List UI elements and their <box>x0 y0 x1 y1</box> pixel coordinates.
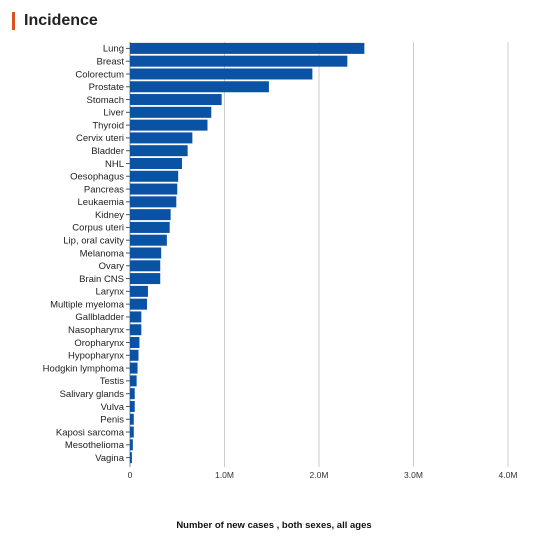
category-label: Ovary <box>99 261 125 272</box>
x-axis-label: Number of new cases , both sexes, all ag… <box>176 520 372 531</box>
bar[interactable] <box>130 426 134 438</box>
section-header: Incidence <box>12 10 98 32</box>
bar[interactable] <box>130 170 179 182</box>
bar[interactable] <box>130 55 348 67</box>
bar[interactable] <box>130 311 142 323</box>
category-label: Penis <box>100 415 124 426</box>
category-label: Hodgkin lymphoma <box>43 363 125 374</box>
x-tick-label: 0 <box>128 470 133 480</box>
category-label: Vulva <box>101 402 125 413</box>
category-label: Brain CNS <box>79 274 124 285</box>
category-label: Kidney <box>95 210 124 221</box>
category-label: Prostate <box>89 82 124 93</box>
bar[interactable] <box>130 221 170 233</box>
category-label: Leukaemia <box>78 197 125 208</box>
chart-gridlines <box>129 42 509 467</box>
bar[interactable] <box>130 94 222 106</box>
bar[interactable] <box>130 337 140 349</box>
title-accent-bar <box>12 12 15 30</box>
bar[interactable] <box>130 388 135 400</box>
category-label: Liver <box>103 108 124 119</box>
bar[interactable] <box>130 298 148 310</box>
category-label: Oropharynx <box>74 338 124 349</box>
category-label: Lung <box>103 44 124 55</box>
category-label: Mesothelioma <box>65 440 125 451</box>
x-tick-label: 4.0M <box>499 470 518 480</box>
bar[interactable] <box>130 452 132 464</box>
bar[interactable] <box>130 68 313 80</box>
x-tick-label: 3.0M <box>404 470 423 480</box>
category-label: Bladder <box>91 146 124 157</box>
chart-bars <box>130 42 365 464</box>
category-label: Thyroid <box>92 120 124 131</box>
x-tick-label: 2.0M <box>310 470 329 480</box>
category-label: Salivary glands <box>60 389 125 400</box>
category-label: Multiple myeloma <box>50 299 125 310</box>
category-label: Hypopharynx <box>68 351 124 362</box>
bar[interactable] <box>130 324 142 336</box>
bar[interactable] <box>130 145 188 157</box>
bar[interactable] <box>130 42 365 54</box>
category-label: Corpus uteri <box>72 223 124 234</box>
category-label: Nasopharynx <box>68 325 124 336</box>
bar[interactable] <box>130 439 133 451</box>
bar[interactable] <box>130 183 178 195</box>
chart-x-ticks: 0 1.0M 2.0M 3.0M 4.0M <box>128 470 518 480</box>
category-label: Melanoma <box>80 248 125 259</box>
category-label: NHL <box>105 159 124 170</box>
page-title: Incidence <box>24 12 98 29</box>
bar[interactable] <box>130 247 162 259</box>
category-label: Breast <box>97 56 125 67</box>
category-label: Testis <box>100 376 125 387</box>
bar[interactable] <box>130 273 161 285</box>
category-label: Pancreas <box>84 184 124 195</box>
bar[interactable] <box>130 234 167 246</box>
category-label: Oesophagus <box>70 172 124 183</box>
category-label: Vagina <box>95 453 125 464</box>
bar[interactable] <box>130 106 212 118</box>
x-tick-label: 1.0M <box>215 470 234 480</box>
bar[interactable] <box>130 209 171 221</box>
bar[interactable] <box>130 413 134 425</box>
category-label: Cervix uteri <box>76 133 124 144</box>
category-label: Lip, oral cavity <box>63 236 124 247</box>
category-label: Kaposi sarcoma <box>56 427 125 438</box>
category-label: Larynx <box>95 287 124 298</box>
bar[interactable] <box>130 132 193 144</box>
category-label: Stomach <box>87 95 125 106</box>
bar[interactable] <box>130 375 137 387</box>
bar[interactable] <box>130 362 138 374</box>
bar[interactable] <box>130 349 139 361</box>
bar[interactable] <box>130 157 182 169</box>
bar[interactable] <box>130 119 208 131</box>
bar[interactable] <box>130 81 269 93</box>
bar[interactable] <box>130 196 177 208</box>
category-label: Gallbladder <box>75 312 124 323</box>
bar[interactable] <box>130 285 148 297</box>
category-label: Colorectum <box>75 69 124 80</box>
bar[interactable] <box>130 260 161 272</box>
bar[interactable] <box>130 400 135 412</box>
